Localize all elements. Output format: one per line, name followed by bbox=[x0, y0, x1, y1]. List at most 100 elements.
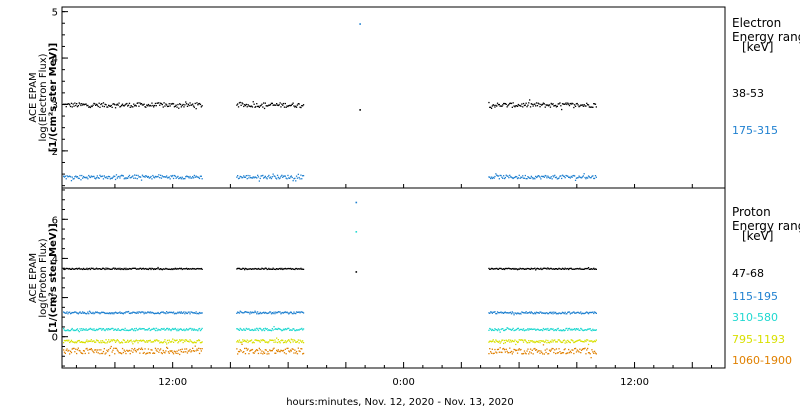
data-point bbox=[148, 267, 150, 270]
data-point bbox=[157, 311, 159, 314]
data-point bbox=[584, 329, 586, 331]
data-point bbox=[280, 106, 282, 108]
data-point bbox=[158, 312, 160, 315]
data-point bbox=[279, 328, 281, 330]
data-point bbox=[488, 353, 490, 355]
data-point bbox=[251, 328, 254, 331]
data-point bbox=[121, 268, 123, 270]
data-point bbox=[533, 103, 535, 106]
data-point bbox=[550, 176, 552, 178]
data-point bbox=[242, 267, 244, 269]
data-point bbox=[264, 349, 266, 351]
data-point bbox=[535, 313, 537, 315]
data-point bbox=[108, 328, 111, 331]
data-point bbox=[571, 268, 573, 270]
data-point bbox=[77, 340, 79, 342]
data-point bbox=[571, 329, 573, 331]
data-point bbox=[143, 103, 145, 105]
data-point bbox=[163, 268, 165, 270]
data-point bbox=[531, 176, 533, 179]
data-point bbox=[199, 175, 202, 177]
data-point bbox=[105, 312, 107, 314]
data-point bbox=[163, 351, 165, 353]
data-point bbox=[238, 329, 241, 331]
data-point bbox=[561, 108, 563, 111]
data-point bbox=[579, 329, 581, 331]
data-point bbox=[141, 104, 144, 106]
data-point bbox=[551, 311, 553, 313]
data-point bbox=[140, 340, 143, 342]
data-point bbox=[177, 268, 179, 270]
data-point bbox=[170, 268, 172, 271]
data-point bbox=[273, 326, 275, 328]
data-point bbox=[292, 268, 294, 270]
legend-entry: 175-315 bbox=[732, 124, 778, 137]
data-point bbox=[259, 311, 261, 314]
data-point bbox=[593, 177, 596, 180]
data-point bbox=[119, 177, 121, 179]
data-point bbox=[559, 102, 561, 104]
data-point bbox=[543, 267, 545, 269]
data-point bbox=[152, 352, 154, 354]
data-point bbox=[560, 341, 562, 343]
data-point bbox=[571, 102, 573, 104]
data-point bbox=[164, 268, 166, 270]
data-point bbox=[160, 174, 162, 176]
data-point bbox=[136, 349, 138, 351]
data-point bbox=[547, 327, 549, 330]
data-point bbox=[190, 340, 192, 342]
data-point bbox=[124, 341, 126, 343]
data-point bbox=[593, 103, 596, 105]
data-point bbox=[285, 106, 287, 108]
data-point bbox=[254, 176, 256, 178]
data-point bbox=[533, 348, 535, 350]
data-point bbox=[150, 175, 152, 178]
data-point bbox=[533, 328, 535, 330]
data-point bbox=[128, 102, 131, 104]
data-point bbox=[120, 352, 122, 354]
data-point bbox=[524, 339, 526, 341]
data-point bbox=[81, 174, 83, 177]
x-tick-label: 12:00 bbox=[158, 377, 187, 388]
data-point bbox=[539, 176, 541, 178]
data-point bbox=[546, 312, 548, 314]
data-point bbox=[244, 104, 246, 106]
data-point bbox=[63, 268, 65, 270]
data-point bbox=[71, 341, 73, 343]
data-point bbox=[187, 176, 189, 178]
data-point bbox=[195, 108, 197, 110]
data-point bbox=[84, 312, 86, 314]
data-point bbox=[523, 104, 526, 107]
data-point bbox=[83, 329, 85, 331]
data-point bbox=[134, 105, 136, 107]
data-point bbox=[563, 312, 565, 315]
data-point bbox=[147, 329, 149, 331]
series-115-195 bbox=[63, 310, 597, 316]
data-point bbox=[87, 341, 89, 343]
data-point bbox=[84, 352, 86, 355]
data-point bbox=[158, 351, 160, 353]
data-point bbox=[109, 328, 111, 331]
data-point bbox=[261, 312, 263, 314]
data-point bbox=[117, 328, 119, 330]
data-point bbox=[117, 104, 119, 106]
data-point bbox=[265, 328, 267, 330]
data-point bbox=[118, 312, 120, 314]
data-point bbox=[263, 312, 266, 314]
data-point bbox=[146, 340, 148, 342]
data-point bbox=[122, 105, 124, 107]
data-point bbox=[287, 347, 289, 349]
data-point bbox=[178, 268, 180, 270]
data-point bbox=[194, 268, 196, 270]
data-point bbox=[297, 311, 299, 313]
data-point bbox=[252, 341, 254, 343]
data-point bbox=[568, 341, 571, 343]
data-point bbox=[64, 103, 66, 105]
data-point bbox=[297, 103, 299, 105]
data-point bbox=[527, 348, 529, 350]
data-point bbox=[567, 352, 569, 354]
data-point bbox=[490, 341, 493, 343]
data-point bbox=[279, 311, 281, 313]
data-point bbox=[562, 352, 565, 354]
data-point bbox=[523, 330, 526, 332]
